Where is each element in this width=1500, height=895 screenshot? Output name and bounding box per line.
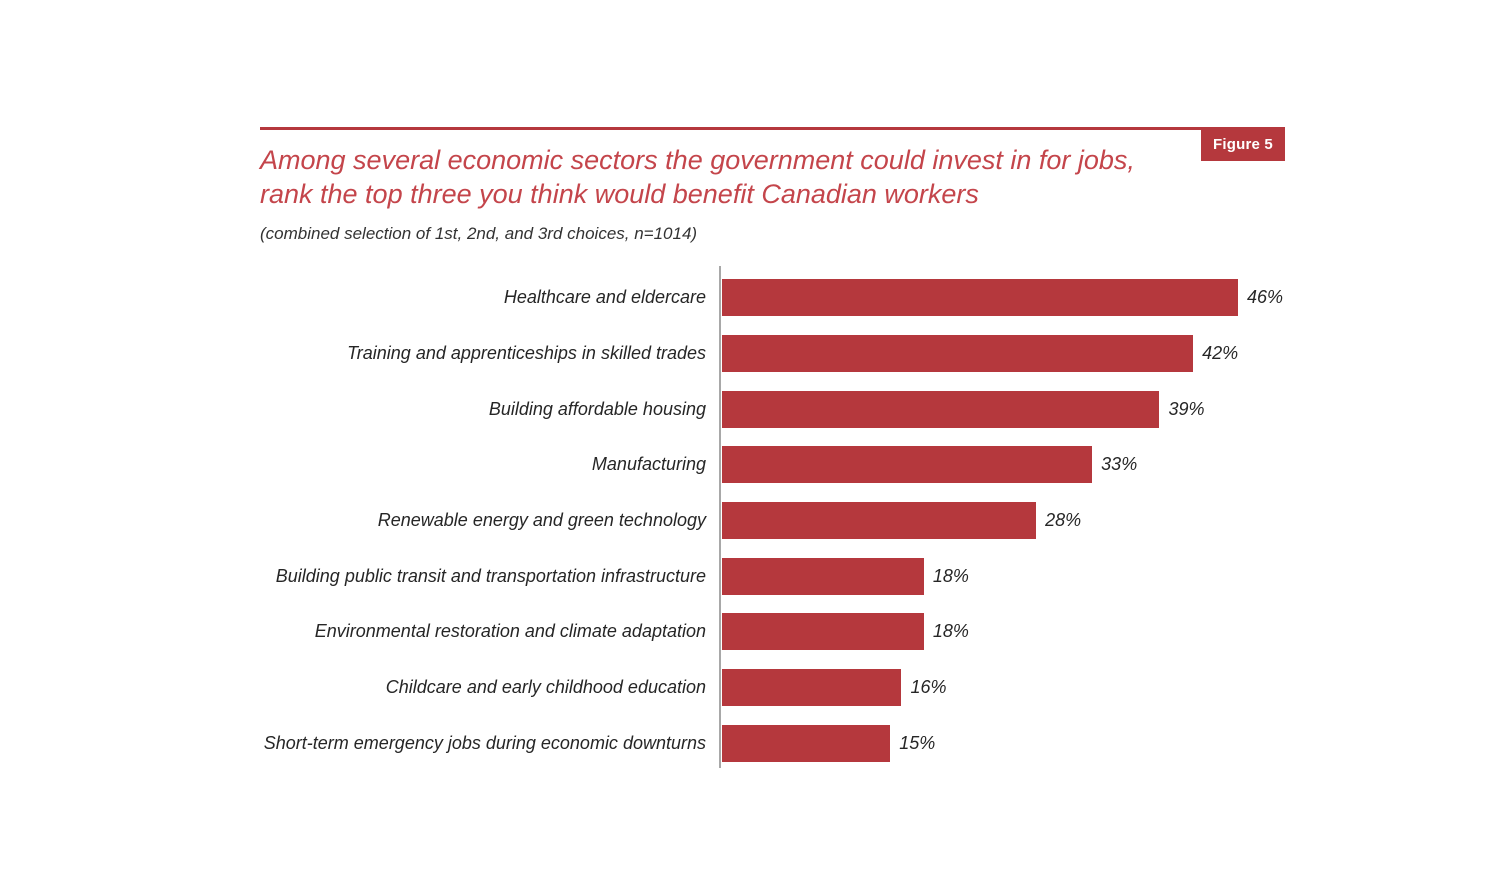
bar-track: 16%	[722, 669, 1285, 707]
bar-track: 39%	[722, 390, 1285, 428]
value-label: 42%	[1202, 343, 1239, 364]
bar	[722, 613, 924, 651]
bar	[722, 279, 1238, 317]
bar-row: Environmental restoration and climate ad…	[260, 604, 1285, 660]
bar-track: 28%	[722, 502, 1285, 540]
bar	[722, 502, 1037, 540]
value-label: 15%	[899, 732, 936, 753]
bar	[722, 557, 924, 595]
category-label: Manufacturing	[591, 454, 706, 475]
bar-row: Healthcare and eldercare 46%	[260, 270, 1285, 326]
bar-row: Training and apprenticeships in skilled …	[260, 326, 1285, 382]
bar-track: 42%	[722, 335, 1285, 373]
bar-track: 33%	[722, 446, 1285, 484]
header-rule	[260, 127, 1285, 130]
value-label: 33%	[1101, 454, 1138, 475]
category-label: Environmental restoration and climate ad…	[314, 621, 706, 642]
bar-row: Renewable energy and green technology 28%	[260, 493, 1285, 549]
bar	[722, 390, 1160, 428]
bar-track: 18%	[722, 613, 1285, 651]
chart-title-line-2: rank the top three you think would benef…	[260, 179, 979, 209]
chart-subtitle: (combined selection of 1st, 2nd, and 3rd…	[260, 224, 698, 243]
chart-title-line-1: Among several economic sectors the gover…	[260, 145, 1135, 175]
bar-rows: Healthcare and eldercare 46% Training and …	[260, 270, 1285, 771]
category-label: Training and apprenticeships in skilled …	[347, 343, 706, 364]
category-label: Building affordable housing	[488, 398, 706, 419]
value-label: 18%	[932, 621, 969, 642]
bar-row: Manufacturing 33%	[260, 437, 1285, 493]
bar-row: Building public transit and transportati…	[260, 548, 1285, 604]
category-label: Renewable energy and green technology	[377, 510, 706, 531]
value-label: 18%	[932, 565, 969, 586]
bar-track: 15%	[722, 724, 1285, 762]
bar-row: Building affordable housing 39%	[260, 381, 1285, 437]
bar-row: Childcare and early childhood education 1…	[260, 660, 1285, 716]
value-label: 16%	[910, 677, 947, 698]
bar	[722, 669, 902, 707]
bar	[722, 446, 1093, 484]
category-label: Building public transit and transportati…	[275, 565, 706, 586]
value-label: 39%	[1168, 398, 1205, 419]
bar-chart: Healthcare and eldercare 46% Training and …	[260, 266, 1285, 771]
figure-content: Figure 5 Among several economic sectors …	[260, 127, 1285, 771]
category-label: Healthcare and eldercare	[503, 287, 706, 308]
category-label: Short-term emergency jobs during economi…	[263, 732, 706, 753]
bar	[722, 335, 1194, 373]
category-label: Childcare and early childhood education	[385, 677, 706, 698]
chart-title: Among several economic sectors the gover…	[260, 143, 1285, 211]
bar-row: Short-term emergency jobs during economi…	[260, 716, 1285, 772]
bar-track: 18%	[722, 557, 1285, 595]
value-label: 28%	[1045, 510, 1082, 531]
figure-badge: Figure 5	[1201, 127, 1285, 161]
bar	[722, 724, 891, 762]
bar-track: 46%	[722, 279, 1285, 317]
y-axis-line	[719, 266, 721, 769]
value-label: 46%	[1247, 287, 1284, 308]
